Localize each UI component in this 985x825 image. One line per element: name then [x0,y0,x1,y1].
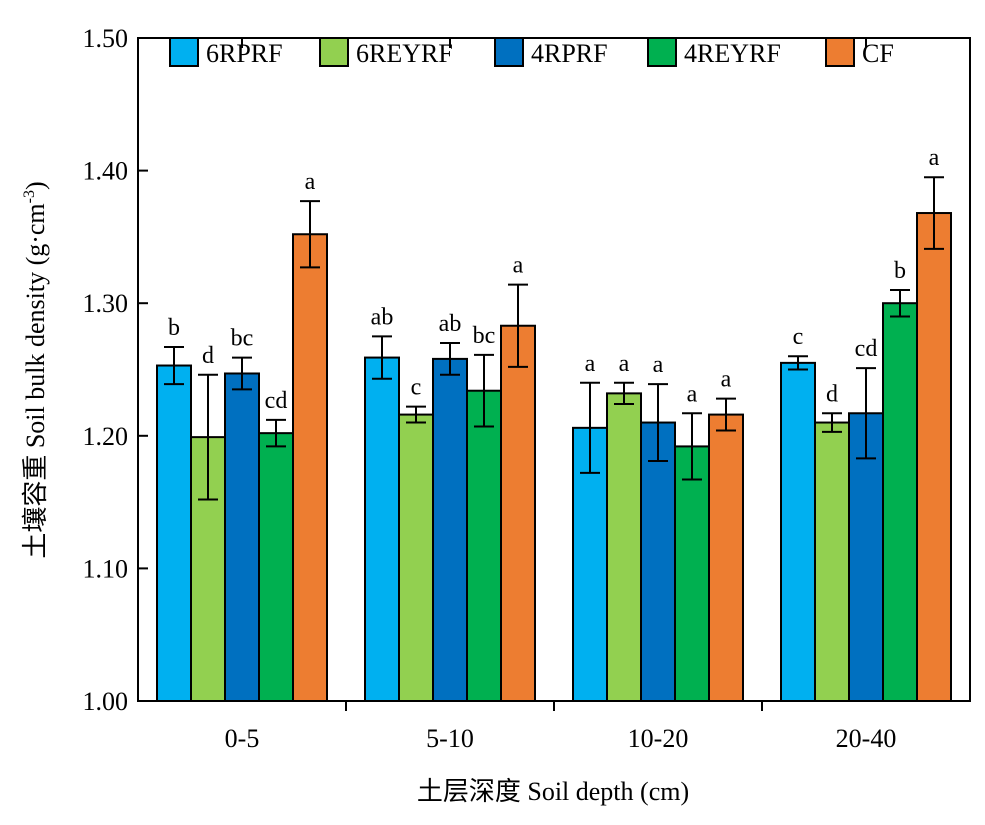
bar [292,233,328,703]
bar [640,421,676,702]
y-axis-label: 土壤容重 Soil bulk density (g·cm-3) [21,181,50,558]
significance-letter: a [653,352,664,378]
bar [224,372,260,702]
legend-label: 4REYRF [684,39,781,68]
significance-letter: ab [371,304,394,330]
y-tick-label: 1.20 [83,422,129,451]
bar [432,357,468,702]
significance-letter: d [826,381,838,407]
legend-swatch [319,37,349,67]
bar [466,389,502,702]
legend-label: 6REYRF [356,39,453,68]
plot-area: 1.001.101.201.301.401.500-5bdbccda5-10ab… [83,24,971,753]
significance-letter: b [894,258,906,284]
x-axis-label: 土层深度 Soil depth (cm) [417,777,689,806]
x-tick-label: 5-10 [426,724,474,753]
significance-letter: a [687,381,698,407]
significance-letter: a [929,145,940,171]
bar [916,212,952,702]
x-tick-label: 20-40 [836,724,897,753]
bar [606,392,642,702]
x-tick-label: 10-20 [628,724,689,753]
legend-swatch [169,37,199,67]
bar [398,413,434,702]
bar [156,364,192,702]
y-tick-label: 1.50 [83,24,129,53]
legend-label: 4RPRF [531,39,608,68]
significance-letter: ab [439,311,462,337]
y-axis-label-superscript: -3 [21,190,38,203]
bar [882,302,918,702]
y-axis-label-close: ) [21,181,50,190]
significance-letter: a [305,169,316,195]
legend-swatch [647,37,677,67]
y-tick-label: 1.10 [83,554,129,583]
bar [848,412,884,702]
x-tick-label: 0-5 [225,724,260,753]
bar [258,432,294,702]
bar [814,421,850,702]
significance-letter: b [168,315,180,341]
bar [708,413,744,702]
significance-letter: bc [231,326,254,352]
significance-letter: a [513,253,524,279]
y-tick-label: 1.30 [83,289,129,318]
significance-letter: cd [265,388,288,414]
significance-letter: a [619,351,630,377]
significance-letter: c [793,324,804,350]
bar [780,361,816,702]
y-tick-label: 1.40 [83,157,129,186]
legend-label: CF [862,39,894,68]
significance-letter: a [585,351,596,377]
legend-swatch [825,37,855,67]
significance-letter: bc [473,323,496,349]
y-axis-label-main: 土壤容重 Soil bulk density (g·cm [21,203,50,558]
legend-swatch [494,37,524,67]
significance-letter: a [721,367,732,393]
bar [364,356,400,702]
legend-label: 6RPRF [206,39,283,68]
y-tick-label: 1.00 [83,687,129,716]
significance-letter: c [411,375,422,401]
bar [674,445,710,702]
significance-letter: cd [855,336,878,362]
legend: 6RPRF 6REYRF 4RPRF 4REYRF CF [169,37,894,68]
significance-letter: d [202,343,214,369]
bar [500,324,536,702]
